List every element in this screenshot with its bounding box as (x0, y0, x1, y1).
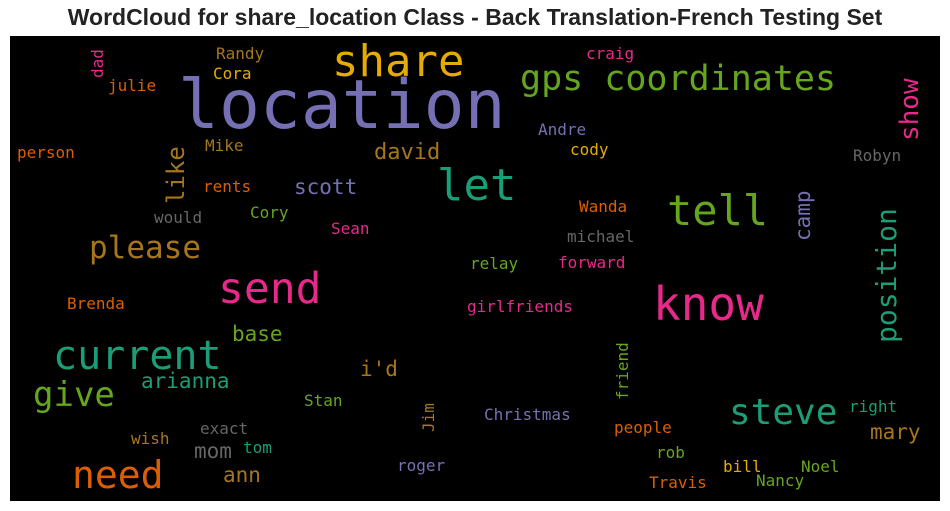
word-right: right (849, 397, 898, 416)
word-Brenda: Brenda (67, 294, 125, 313)
word-roger: roger (397, 456, 446, 475)
chart-title: WordCloud for share_location Class - Bac… (67, 4, 883, 30)
word-david: david (374, 140, 441, 165)
word-bill: bill (723, 457, 762, 476)
word-mary: mary (870, 420, 921, 444)
word-relay: relay (470, 254, 519, 273)
word-let: let (437, 160, 517, 211)
word-tom: tom (243, 438, 272, 457)
word-would: would (154, 208, 203, 227)
word-wish: wish (131, 429, 170, 448)
word-exact: exact (200, 419, 249, 438)
word-camp: camp (791, 190, 815, 241)
word-Sean: Sean (331, 219, 370, 238)
word-i-d: i'd (360, 357, 398, 381)
word-Nancy: Nancy (756, 471, 805, 490)
word-girlfriends: girlfriends (467, 297, 573, 316)
word-Stan: Stan (304, 391, 343, 410)
word-share: share (332, 36, 465, 87)
word-location: location (178, 66, 506, 145)
word-Christmas: Christmas (484, 405, 571, 424)
word-base: base (232, 322, 283, 346)
word-rob: rob (656, 443, 685, 462)
word-gps-coordinates: gps coordinates (520, 59, 837, 99)
word-arianna: arianna (141, 369, 230, 393)
word-know: know (653, 277, 764, 331)
word-Cory: Cory (250, 203, 289, 222)
word-Randy: Randy (216, 44, 265, 63)
word-people: people (614, 418, 672, 437)
word-need: need (72, 453, 164, 497)
word-scott: scott (294, 175, 358, 199)
word-mom: mom (194, 439, 232, 463)
word-dad: dad (88, 49, 107, 78)
word-forward: forward (558, 253, 626, 272)
word-Travis: Travis (649, 473, 707, 492)
word-steve: steve (729, 392, 838, 433)
word-friend: friend (613, 342, 632, 400)
word-give: give (33, 375, 115, 415)
word-Wanda: Wanda (579, 197, 628, 216)
word-show: show (895, 78, 925, 141)
word-like: like (162, 146, 190, 204)
word-craig: craig (586, 44, 635, 63)
word-person: person (17, 143, 75, 162)
word-Noel: Noel (801, 457, 840, 476)
word-position: position (870, 208, 903, 343)
word-tell: tell (667, 186, 769, 235)
word-ann: ann (223, 463, 261, 487)
word-please: please (89, 230, 201, 266)
word-cody: cody (570, 140, 609, 159)
word-julie: julie (108, 76, 157, 95)
word-send: send (218, 264, 322, 314)
word-Jim: Jim (419, 403, 438, 432)
word-Mike: Mike (205, 136, 244, 155)
word-Andre: Andre (538, 120, 587, 139)
word-michael: michael (567, 227, 635, 246)
word-current: current (53, 333, 222, 379)
word-Cora: Cora (213, 64, 252, 83)
word-Robyn: Robyn (853, 146, 902, 165)
word-rents: rents (203, 177, 252, 196)
word-cloud: location share gps coordinates let know … (10, 36, 940, 501)
